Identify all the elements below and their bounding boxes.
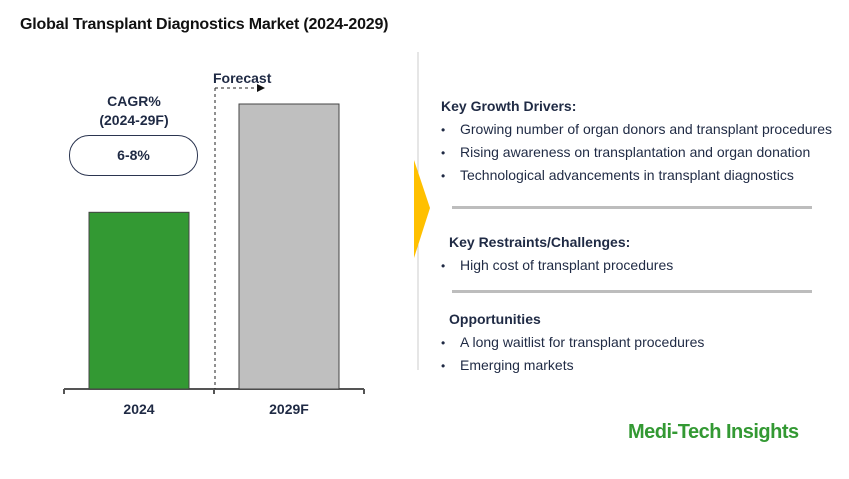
list-item-text: High cost of transplant procedures xyxy=(460,257,674,273)
bullet-icon: • xyxy=(441,336,446,350)
opportunities-heading: Opportunities xyxy=(449,311,541,327)
list-item: • Growing number of organ donors and tran… xyxy=(441,121,832,144)
list-item-text: Growing number of organ donors and trans… xyxy=(460,121,832,137)
restraints-list: • High cost of transplant procedures xyxy=(441,257,673,280)
bar-2024 xyxy=(88,211,190,390)
cagr-period: (2024-29F) xyxy=(99,112,169,128)
x-tick-label: 2029F xyxy=(269,401,309,417)
bullet-icon: • xyxy=(441,146,446,160)
x-tick-label: 2024 xyxy=(123,401,155,417)
list-item: • A long waitlist for transplant procedur… xyxy=(441,334,704,357)
bullet-icon: • xyxy=(441,169,446,183)
list-item: • Technological advancements in transplan… xyxy=(441,167,794,190)
chevron-right-icon xyxy=(414,160,430,258)
cagr-label: CAGR% xyxy=(107,93,161,109)
list-item: • High cost of transplant procedures xyxy=(441,257,673,280)
bullet-icon: • xyxy=(441,259,446,273)
list-item: • Emerging markets xyxy=(441,357,574,380)
list-item-text: Emerging markets xyxy=(460,357,574,373)
list-item-text: Technological advancements in transplant… xyxy=(460,167,794,183)
forecast-label: Forecast xyxy=(213,70,272,86)
bullet-icon: • xyxy=(441,359,446,373)
divider xyxy=(452,290,812,293)
opportunities-list: • A long waitlist for transplant procedur… xyxy=(441,334,704,380)
restraints-heading: Key Restraints/Challenges: xyxy=(449,234,631,250)
drivers-heading: Key Growth Drivers: xyxy=(441,98,577,114)
brand-logo: Medi-Tech Insights xyxy=(628,421,799,443)
bar-chart xyxy=(63,52,430,394)
forecast-arrow-icon xyxy=(257,84,265,92)
cagr-value-badge: 6-8% xyxy=(69,135,198,176)
list-item-text: Rising awareness on transplantation and … xyxy=(460,144,811,160)
bar-2029F xyxy=(238,103,340,390)
list-item-text: A long waitlist for transplant procedure… xyxy=(460,334,705,350)
page-title: Global Transplant Diagnostics Market (20… xyxy=(20,16,389,33)
bullet-icon: • xyxy=(441,123,446,137)
drivers-list: • Growing number of organ donors and tran… xyxy=(441,121,832,190)
divider xyxy=(452,206,812,209)
list-item: • Rising awareness on transplantation and… xyxy=(441,144,810,167)
